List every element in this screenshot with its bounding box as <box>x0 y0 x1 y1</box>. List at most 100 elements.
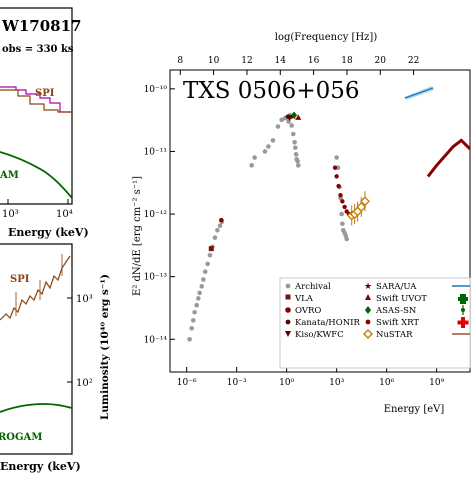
x-tick-label: 10⁻³ <box>227 378 247 388</box>
x-tick-label: 10⁻⁶ <box>177 378 197 388</box>
point-archival <box>249 163 255 168</box>
top-tick-label: 8 <box>177 56 183 66</box>
x-tick-label: 10³ <box>329 378 344 388</box>
icecube-band-line <box>404 87 434 99</box>
left-top-xtick-label-1: 10³ <box>2 209 19 220</box>
point-archival <box>212 235 218 240</box>
main-top-ticks: 8 10 12 14 16 18 20 22 <box>177 56 419 75</box>
point-asas-sn <box>291 111 298 119</box>
top-tick-label: 22 <box>408 56 419 66</box>
top-tick-label: 14 <box>275 56 287 66</box>
main-axis-ticks: 10⁻⁶ 10⁻³ 10⁰ 10³ 10⁶ 10⁹ 10⁻¹⁴ 10⁻¹³ 10⁻¹² 10⁻¹¹… <box>144 85 445 388</box>
point-swift-uvot <box>295 114 302 120</box>
point-archival <box>194 302 200 308</box>
legend-marker-asassn <box>365 306 371 314</box>
point-swift-xrt <box>334 174 339 179</box>
point-archival <box>340 221 345 227</box>
point-archival <box>199 284 205 289</box>
point-archival <box>252 155 257 160</box>
legend-marker-green-bar <box>461 305 465 315</box>
point-archival <box>207 252 213 258</box>
point-archival <box>201 277 206 282</box>
legend-label-uvot: Swift UVOT <box>376 294 427 304</box>
x-tick-label: 10⁹ <box>429 378 444 388</box>
legend-label-xrt: Swift XRT <box>376 318 419 328</box>
point-archival <box>189 325 194 331</box>
legend-marker-xrt <box>365 319 371 325</box>
point-archival <box>202 269 208 275</box>
point-swift-xrt <box>342 204 347 210</box>
legend-box <box>279 277 471 369</box>
point-archival <box>334 155 339 160</box>
left-bottom-gamma-label: ROGAM <box>0 432 42 443</box>
legend-label-ovro: OVRO <box>295 306 321 316</box>
point-archival <box>289 123 294 128</box>
legend-entry-nustar: NuSTAR <box>363 329 413 340</box>
legend-entry-sara: ★ SARA/UA <box>364 282 417 292</box>
x-tick-label: 10⁰ <box>279 378 294 388</box>
legend-entry-xrt: Swift XRT <box>365 318 419 328</box>
point-archival <box>190 318 196 323</box>
point-archival <box>205 261 210 267</box>
left-top-frame <box>0 7 73 205</box>
point-archival <box>293 145 298 150</box>
left-bottom-frame <box>0 243 73 455</box>
top-tick-label: 18 <box>341 56 353 66</box>
gamma-ray-model-line <box>426 138 472 178</box>
point-archival <box>292 140 297 145</box>
main-top-xlabel: log(Frequency [Hz]) <box>275 32 378 43</box>
point-archival <box>217 223 223 229</box>
legend-entry-kanata: Kanata/HONIR <box>285 318 360 328</box>
point-archival <box>270 138 276 143</box>
legend-label-vla: VLA <box>294 294 314 304</box>
point-archival <box>279 117 284 123</box>
main-panel: log(Frequency [Hz]) 8 10 12 14 16 18 20 22 10⁻⁶… <box>132 32 472 415</box>
left-top-gamma-curve <box>0 151 73 199</box>
legend-marker-uvot <box>365 294 371 300</box>
point-nustar <box>360 196 370 207</box>
point-nustar <box>356 202 367 212</box>
legend-marker-red-cross <box>457 317 469 328</box>
main-xlabel: Energy [eV] <box>384 404 445 415</box>
point-archival <box>215 228 220 233</box>
y-tick-label: 10⁻¹² <box>144 210 168 220</box>
left-bottom-ytick-label-2: 10² <box>76 378 93 389</box>
legend-entry-uvot: Swift UVOT <box>365 294 427 304</box>
main-series: ★ <box>187 111 472 342</box>
top-tick-label: 20 <box>375 56 387 66</box>
main-ylabel: E² dN/dE [erg cm⁻² s⁻¹] <box>132 176 143 296</box>
left-top-xtick-label-2: 10⁴ <box>56 209 73 220</box>
legend-marker-sara: ★ <box>364 282 372 292</box>
point-archival <box>344 236 350 242</box>
legend: Archival VLA OVRO Kanata/HONIR Kiso/KWFC… <box>279 277 471 369</box>
legend-label-nustar: NuSTAR <box>376 330 413 340</box>
point-archival <box>266 144 271 149</box>
point-swift-xrt <box>338 193 343 198</box>
legend-entry-asassn: ASAS-SN <box>365 306 417 316</box>
point-archival <box>296 163 301 168</box>
left-top-title: W170817 <box>1 17 81 35</box>
point-swift-xrt <box>332 165 338 170</box>
legend-marker-nustar <box>363 329 373 339</box>
left-bottom-spi-curve <box>0 255 71 321</box>
left-bottom-gamma-curve <box>0 403 73 413</box>
left-top-spi-label: SPI <box>35 88 55 99</box>
point-kiso-kwfc <box>286 115 293 122</box>
point-archival <box>290 131 296 137</box>
main-title: TXS 0506+056 <box>183 78 360 104</box>
legend-marker-vla <box>285 294 291 300</box>
legend-label-archival: Archival <box>294 282 331 292</box>
legend-entry-kiso: Kiso/KWFC <box>285 330 344 340</box>
left-top-spi-steps <box>0 89 72 113</box>
legend-label-sara: SARA/UA <box>376 282 417 292</box>
point-archival <box>187 336 192 342</box>
left-top-subtitle: obs = 330 ks <box>2 44 74 55</box>
legend-marker-ovro <box>285 307 291 313</box>
left-top-panel: W170817 obs = 330 ks SPI AM 10³ 10⁴ Ener… <box>0 7 89 239</box>
y-tick-label: 10⁻¹⁴ <box>144 335 168 345</box>
left-bottom-ytick-label-1: 10³ <box>76 294 93 305</box>
legend-label-asassn: ASAS-SN <box>375 306 417 316</box>
point-archival <box>196 296 201 301</box>
